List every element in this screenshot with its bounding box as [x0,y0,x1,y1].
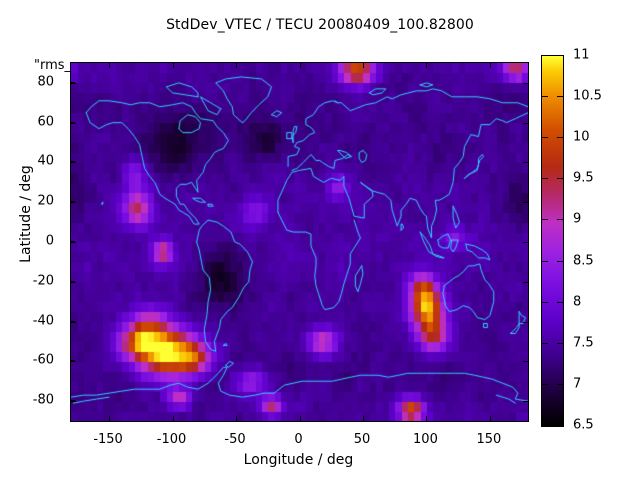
x-axis-tick-mark-top [236,63,238,68]
y-axis-tick-mark [70,280,75,282]
y-axis-tick-mark-left-inner [71,401,76,403]
y-axis-tick-mark-right [523,401,528,403]
x-axis-tick-mark-bottom [426,416,428,421]
y-axis-tick-mark [70,400,75,402]
colorbar-tick-label: 9.5 [573,170,594,186]
x-axis-tick-mark-bottom [299,416,301,421]
y-axis-tick-mark-left-inner [71,122,76,124]
colorbar-gradient [542,56,563,426]
y-axis-tick-mark-left-inner [71,321,76,323]
colorbar-tick-label: 8.5 [573,253,594,269]
colorbar-tick-mark-left [542,383,548,385]
y-axis-tick-mark-right [523,122,528,124]
x-axis-tick-mark-bottom [489,416,491,421]
colorbar-tick-mark-right [557,219,563,221]
colorbar-tick-mark-left [542,219,548,221]
x-axis-tick-mark-top [362,63,364,68]
y-axis-tick-mark-right [523,162,528,164]
chart-title: StdDev_VTEC / TECU 20080409_100.82800 [166,17,474,33]
y-axis-tick-mark [70,121,75,123]
colorbar-tick-label: 11 [573,47,590,63]
y-axis-ticks: 80 60 40 20 0 -20 -40 -60 -80 [0,62,75,420]
colorbar-tick-label: 8 [573,294,582,310]
y-axis-label: Latitude / deg [18,165,34,263]
x-axis-tick-label: 100 [413,432,438,447]
y-axis-tick-label: 80 [37,74,54,90]
x-axis-tick-label: 150 [476,432,502,447]
y-axis-tick-label: 20 [37,193,54,209]
colorbar-tick-mark-left [542,342,548,344]
colorbar-tick-mark-left [542,137,548,139]
colorbar-tick-label: 9 [573,211,582,227]
y-axis-tick-mark [70,320,75,322]
colorbar-tick-mark-left [542,96,548,98]
colorbar-tick-label: 10 [573,129,590,145]
x-axis-tick-mark-top [426,63,428,68]
y-axis-tick-mark-left-inner [71,361,76,363]
x-axis-tick-mark-top [489,63,491,68]
colorbar-tick-label: 7.5 [573,335,594,351]
y-axis-tick-mark [70,161,75,163]
map-plot-area [70,62,529,422]
colorbar-tick-mark-right [557,342,563,344]
y-axis-tick-label: 40 [37,153,54,169]
y-axis-tick-label: -80 [32,392,54,408]
x-axis-label: Longitude / deg [243,452,354,468]
y-axis-tick-mark-right [523,321,528,323]
colorbar-tick-mark-left [542,260,548,262]
y-axis-tick-mark-left-inner [71,281,76,283]
y-axis-tick-mark [70,201,75,203]
x-axis-ticks: -150 -100 -50 0 50 100 150 [70,426,527,447]
x-axis-tick-mark-bottom [109,416,111,421]
x-axis-tick-mark-top [109,63,111,68]
y-axis-tick-mark-left-inner [71,242,76,243]
y-axis-tick-mark-right [523,202,528,204]
y-axis-tick-mark-left-inner [71,202,76,204]
y-axis-tick-label: -20 [32,273,54,289]
x-axis-tick-mark-bottom [362,416,364,421]
colorbar-tick-mark-right [557,383,563,385]
x-axis-tick-label: -50 [224,432,246,447]
colorbar-tick-label: 10.5 [573,88,602,104]
y-axis-tick-mark-right [523,242,528,243]
y-axis-tick-mark-right [523,82,528,84]
y-axis-tick-mark-left-inner [71,162,76,164]
colorbar-ticks: 11 10.5 10 9.5 9 8.5 8 7.5 7 6.5 [541,48,640,433]
x-axis-tick-mark-top [172,63,174,68]
y-axis-tick-label: 0 [45,233,54,249]
x-axis-tick-label: -100 [156,432,187,447]
colorbar-tick-mark-right [557,96,563,98]
y-axis-tick-label: -60 [32,352,54,368]
colorbar-tick-mark-left [542,301,548,303]
x-axis-tick-label: 0 [294,432,303,447]
colorbar-tick-mark-right [557,137,563,139]
colorbar [541,55,564,427]
x-axis-tick-mark-bottom [236,416,238,421]
y-axis-tick-label: 60 [37,114,54,130]
y-axis-tick-mark-left-inner [71,82,76,84]
colorbar-tick-label: 6.5 [573,417,594,433]
y-axis-tick-mark [70,360,75,362]
x-axis-tick-mark-top [299,63,301,68]
colorbar-tick-mark-right [557,260,563,262]
coastline-overlay-layer [71,63,528,421]
x-axis-tick-label: -150 [93,432,123,447]
colorbar-tick-mark-left [542,178,548,180]
x-axis-tick-mark-bottom [172,416,174,421]
y-axis-tick-mark-right [523,281,528,283]
y-axis-tick-label: -40 [32,313,54,329]
y-axis-tick-mark [70,241,75,242]
y-axis-tick-mark-right [523,361,528,363]
colorbar-tick-mark-right [557,301,563,303]
colorbar-tick-mark-right [557,178,563,180]
x-axis-tick-label: 50 [353,432,371,447]
colorbar-tick-label: 7 [573,376,582,392]
y-axis-tick-mark [70,81,75,83]
